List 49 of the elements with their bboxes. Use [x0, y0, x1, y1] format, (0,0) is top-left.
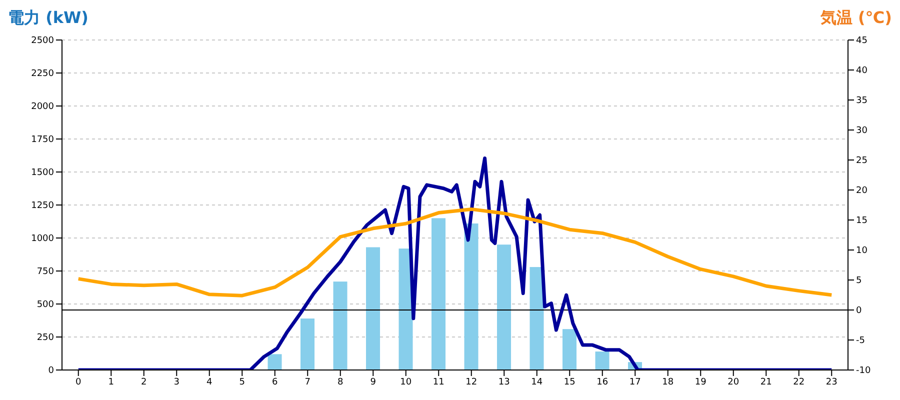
- y2-axis-title: 気温 (℃): [820, 8, 892, 29]
- y2-tick-label: 25: [856, 156, 868, 166]
- y2-tick-label: 5: [856, 276, 862, 286]
- x-tick-label: 16: [596, 377, 608, 388]
- x-tick-label: 17: [629, 377, 641, 388]
- y-tick-label: 1250: [31, 201, 54, 212]
- x-tick-label: 11: [432, 377, 444, 388]
- y2-tick-label: 20: [856, 186, 868, 196]
- y-tick-label: 1750: [31, 135, 54, 146]
- y-tick-label: 1000: [31, 234, 54, 244]
- x-tick-label: 0: [76, 377, 82, 388]
- y-tick-label: 1500: [31, 168, 54, 178]
- y2-tick-label: 0: [856, 306, 862, 316]
- y-tick-label: 750: [36, 267, 54, 278]
- y-tick-label: 2000: [31, 102, 54, 112]
- x-tick-label: 13: [498, 377, 510, 388]
- y2-tick-label: 45: [856, 36, 868, 46]
- y2-tick-label: 40: [856, 66, 868, 76]
- x-tick-label: 18: [662, 377, 674, 388]
- y2-tick-label: 30: [856, 126, 868, 136]
- x-tick-label: 9: [370, 377, 376, 388]
- y2-tick-label: -5: [856, 336, 865, 346]
- x-tick-label: 8: [338, 377, 344, 388]
- y-axis-title: 電力 (kW): [8, 8, 88, 29]
- x-tick-label: 5: [239, 377, 245, 388]
- x-tick-label: 7: [304, 377, 310, 388]
- x-tick-label: 3: [174, 377, 180, 388]
- x-tick-label: 4: [206, 377, 213, 388]
- y-tick-label: 500: [36, 300, 54, 310]
- x-tick-label: 22: [793, 377, 805, 388]
- y-tick-label: 2250: [31, 69, 54, 80]
- y-tick-label: 250: [36, 333, 54, 344]
- y2-tick-label: -10: [856, 366, 871, 376]
- x-tick-label: 6: [272, 377, 278, 388]
- x-tick-label: 21: [760, 377, 772, 388]
- x-tick-label: 20: [728, 377, 740, 388]
- x-tick-label: 2: [141, 377, 147, 388]
- x-tick-label: 12: [466, 377, 478, 388]
- x-tick-label: 14: [531, 377, 543, 388]
- y-tick-label: 0: [48, 366, 54, 376]
- y2-tick-label: 15: [856, 216, 868, 226]
- x-tick-label: 19: [694, 377, 707, 388]
- x-tick-label: 10: [400, 377, 412, 388]
- x-tick-label: 1: [108, 377, 114, 388]
- y2-tick-label: 10: [856, 246, 868, 256]
- x-tick-label: 23: [826, 377, 838, 388]
- x-tick-label: 15: [564, 377, 576, 388]
- y-tick-label: 2500: [31, 36, 54, 46]
- y2-tick-label: 35: [856, 96, 868, 106]
